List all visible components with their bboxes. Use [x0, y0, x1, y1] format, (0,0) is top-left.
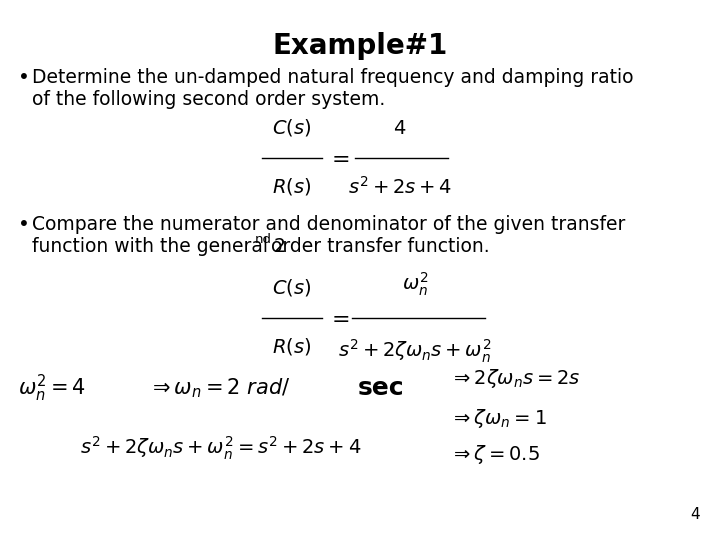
- Text: $s^2+2\zeta\omega_n s+\omega_n^2 = s^2+2s+4$: $s^2+2\zeta\omega_n s+\omega_n^2 = s^2+2…: [80, 434, 361, 462]
- Text: $=$: $=$: [327, 148, 349, 168]
- Text: $R(s)$: $R(s)$: [272, 176, 312, 197]
- Text: $C(s)$: $C(s)$: [272, 277, 312, 298]
- Text: 4: 4: [690, 507, 700, 522]
- Text: $\omega_n^2$: $\omega_n^2$: [402, 271, 428, 298]
- Text: function with the general 2: function with the general 2: [32, 237, 286, 256]
- Text: sec: sec: [358, 376, 405, 400]
- Text: •: •: [18, 68, 30, 87]
- Text: •: •: [18, 215, 30, 234]
- Text: $C(s)$: $C(s)$: [272, 117, 312, 138]
- Text: order transfer function.: order transfer function.: [265, 237, 490, 256]
- Text: $\Rightarrow \zeta\omega_n = 1$: $\Rightarrow \zeta\omega_n = 1$: [450, 407, 546, 429]
- Text: $4$: $4$: [393, 119, 407, 138]
- Text: $s^2+2s+4$: $s^2+2s+4$: [348, 176, 452, 198]
- Text: nd: nd: [255, 233, 272, 246]
- Text: $=$: $=$: [327, 308, 349, 328]
- Text: Compare the numerator and denominator of the given transfer: Compare the numerator and denominator of…: [32, 215, 626, 234]
- Text: $s^2+2\zeta\omega_n s+\omega_n^2$: $s^2+2\zeta\omega_n s+\omega_n^2$: [338, 338, 492, 366]
- Text: Example#1: Example#1: [272, 32, 448, 60]
- Text: $\Rightarrow 2\zeta\omega_n s = 2s$: $\Rightarrow 2\zeta\omega_n s = 2s$: [450, 367, 581, 389]
- Text: Determine the un-damped natural frequency and damping ratio: Determine the un-damped natural frequenc…: [32, 68, 634, 87]
- Text: $R(s)$: $R(s)$: [272, 336, 312, 357]
- Text: of the following second order system.: of the following second order system.: [32, 90, 385, 109]
- Text: $\omega_n^2 = 4$: $\omega_n^2 = 4$: [18, 373, 86, 403]
- Text: $\Rightarrow \zeta = 0.5$: $\Rightarrow \zeta = 0.5$: [450, 443, 540, 467]
- Text: $\Rightarrow \omega_n = 2\ \mathit{rad}/$: $\Rightarrow \omega_n = 2\ \mathit{rad}/…: [148, 376, 290, 400]
